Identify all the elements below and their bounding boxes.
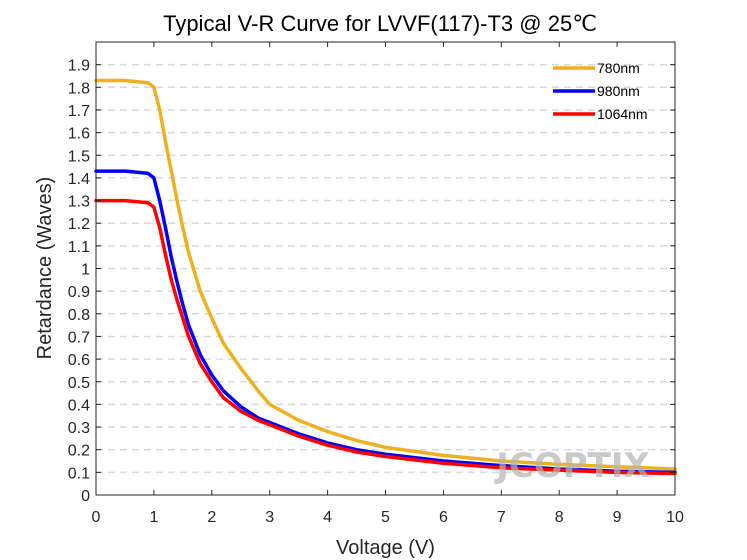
y-tick-label: 1.9: [68, 58, 90, 75]
watermark-logo: JCOPTIX: [494, 446, 649, 486]
x-tick-label: 6: [439, 509, 448, 526]
y-tick-label: 0.2: [68, 443, 90, 460]
x-tick-label: 3: [265, 509, 274, 526]
y-tick-label: 0: [81, 488, 90, 505]
grid-lines: [96, 63, 675, 474]
y-tick-label: 1.3: [68, 194, 90, 211]
y-tick-label: 0.3: [68, 420, 90, 437]
y-tick-label: 0.8: [68, 307, 90, 324]
y-tick-label: 1.7: [68, 103, 90, 120]
y-tick-label: 1.2: [68, 216, 90, 233]
series-line-780nm: [94, 78, 677, 471]
x-tick-label: 9: [613, 509, 622, 526]
x-tick-label: 0: [92, 509, 101, 526]
x-tick-label: 5: [381, 509, 390, 526]
x-tick-label: 8: [555, 509, 564, 526]
y-tick-label: 0.1: [68, 465, 90, 482]
y-tick-label: 1.4: [68, 171, 90, 188]
series-line-1064nm: [94, 198, 677, 476]
x-tick-label: 2: [207, 509, 216, 526]
y-tick-label: 0.9: [68, 284, 90, 301]
x-tick-label: 1: [149, 509, 158, 526]
y-tick-label: 0.4: [68, 397, 90, 414]
y-tick-label: 1.8: [68, 80, 90, 97]
chart-title: Typical V-R Curve for LVVF(117)-T3 @ 25℃: [163, 11, 597, 36]
series-line-980nm: [94, 169, 677, 475]
y-tick-label: 0.7: [68, 329, 90, 346]
series-lines: [94, 78, 677, 476]
x-axis-title: Voltage (V): [336, 537, 435, 559]
axis-ticks: 0 0.1 0.2 0.3 0.4 0.5 0.6 0.7 0.8 0.9 1 1.1 1.2 1.3 1.…: [68, 42, 684, 526]
y-tick-label: 1.5: [68, 148, 90, 165]
x-tick-label: 10: [666, 509, 684, 526]
legend: 780nm 980nm 1064nm: [553, 60, 648, 122]
y-axis-title: Retardance (Waves): [34, 177, 56, 360]
y-tick-label: 1.1: [68, 239, 90, 256]
x-tick-label: 4: [323, 509, 332, 526]
legend-label-1064nm: 1064nm: [597, 106, 648, 122]
y-tick-label: 1.6: [68, 126, 90, 143]
x-tick-label: 7: [497, 509, 506, 526]
y-tick-label: 0.5: [68, 375, 90, 392]
y-tick-label: 1: [81, 262, 90, 279]
y-tick-label: 0.6: [68, 352, 90, 369]
legend-label-980nm: 980nm: [597, 83, 640, 99]
legend-label-780nm: 780nm: [597, 60, 640, 76]
